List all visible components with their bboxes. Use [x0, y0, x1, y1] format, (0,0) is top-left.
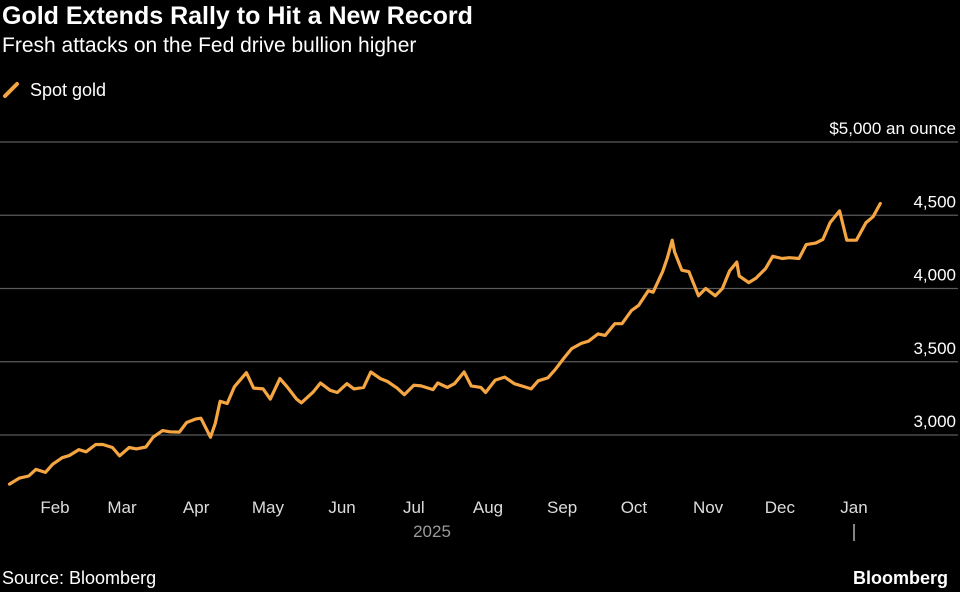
x-tick-label-mar: Mar — [107, 498, 137, 517]
x-tick-label-feb: Feb — [40, 498, 69, 517]
chart-title: Gold Extends Rally to Hit a New Record — [2, 2, 473, 30]
y-tick-label-5000: $5,000 an ounce — [829, 119, 956, 138]
brand-logo: Bloomberg — [852, 568, 948, 588]
series-line-spot-gold — [7, 201, 882, 486]
legend: Spot gold — [2, 78, 106, 102]
y-tick-label-4500: 4,500 — [913, 192, 956, 211]
chart-subtitle: Fresh attacks on the Fed drive bullion h… — [2, 34, 417, 57]
y-tick-label-3500: 3,500 — [913, 339, 956, 358]
x-tick-label-apr: Apr — [183, 498, 210, 517]
x-tick-label-oct: Oct — [621, 498, 648, 517]
x-tick-label-may: May — [252, 498, 285, 517]
line-chart: 3,000 3,500 4,000 4,500 $5,000 an ounce Feb Ma… — [0, 119, 958, 541]
x-tick-label-dec: Dec — [765, 498, 796, 517]
y-tick-label-3000: 3,000 — [913, 412, 956, 431]
x-tick-label-nov: Nov — [693, 498, 724, 517]
legend-line-swatch-icon — [3, 82, 19, 98]
y-tick-label-4000: 4,000 — [913, 266, 956, 285]
x-tick-label-jan: Jan — [840, 498, 867, 517]
x-tick-label-sep: Sep — [547, 498, 577, 517]
x-tick-label-jul: Jul — [403, 498, 425, 517]
x-tick-label-jun: Jun — [328, 498, 355, 517]
source-note: Source: Bloomberg — [2, 568, 157, 588]
x-axis-year-label: 2025 — [413, 522, 451, 541]
x-tick-label-aug: Aug — [473, 498, 503, 517]
legend-label: Spot gold — [30, 79, 107, 100]
